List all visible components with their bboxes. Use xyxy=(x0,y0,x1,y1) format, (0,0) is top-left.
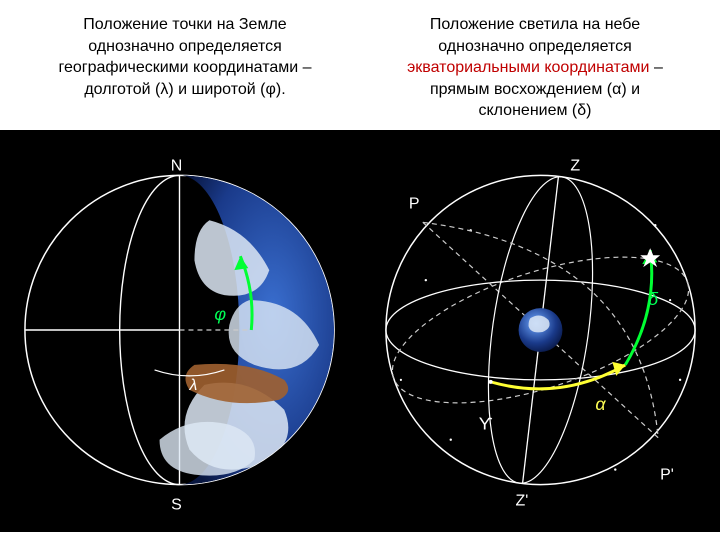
caption-right-l3-highlight: экваториальными координатами xyxy=(407,59,649,76)
celestial-svg: Z Z' P P' ϒ α δ xyxy=(361,130,720,532)
label-Y: ϒ xyxy=(479,414,493,434)
caption-left-l3: географическими координатами – xyxy=(58,59,311,76)
caption-left: Положение точки на Земле однозначно опре… xyxy=(20,14,350,122)
slide: Положение точки на Земле однозначно опре… xyxy=(0,0,720,540)
caption-left-l4: долготой (λ) и широтой (φ). xyxy=(84,81,285,98)
label-phi: φ xyxy=(214,304,226,324)
earth-svg: N S φ λ xyxy=(0,130,359,532)
label-lambda: λ xyxy=(188,377,197,394)
caption-right-l3-tail: – xyxy=(650,59,663,76)
earth-cutaway xyxy=(25,175,180,484)
caption-row: Положение точки на Земле однозначно опре… xyxy=(0,0,720,130)
label-delta: δ xyxy=(648,289,659,309)
label-N: N xyxy=(171,157,183,174)
caption-left-l2: однозначно определяется xyxy=(88,38,282,55)
label-alpha: α xyxy=(595,394,606,414)
caption-right-l5: склонением (δ) xyxy=(478,102,591,119)
caption-right-l1: Положение светила на небе xyxy=(430,16,640,33)
label-Pp: P' xyxy=(660,467,674,484)
alpha-arc xyxy=(491,365,626,389)
caption-right: Положение светила на небе однозначно опр… xyxy=(370,14,700,122)
diagram-row: N S φ λ xyxy=(0,130,720,532)
vernal-point xyxy=(489,380,493,384)
label-Z: Z xyxy=(570,157,580,174)
label-Zp: Z' xyxy=(516,492,529,509)
caption-right-l2: однозначно определяется xyxy=(438,38,632,55)
caption-left-l1: Положение точки на Земле xyxy=(83,16,286,33)
caption-right-l4: прямым восхождением (α) и xyxy=(430,81,640,98)
label-S: S xyxy=(171,496,182,513)
celestial-diagram: Z Z' P P' ϒ α δ xyxy=(361,130,720,532)
label-P: P xyxy=(409,195,420,212)
earth-diagram: N S φ λ xyxy=(0,130,359,532)
